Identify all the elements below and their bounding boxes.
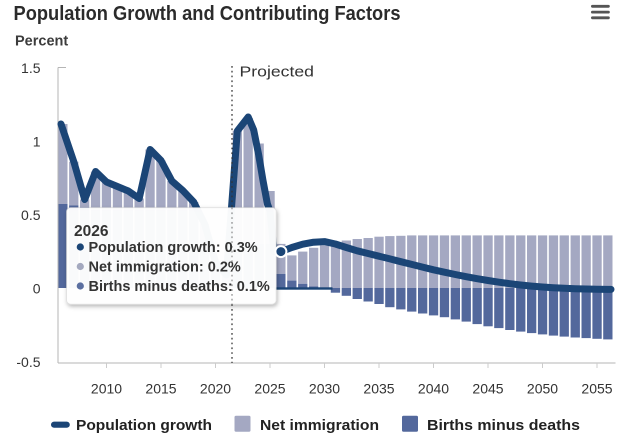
svg-text:2020: 2020: [200, 381, 231, 397]
svg-text:2050: 2050: [527, 381, 558, 397]
svg-text:2035: 2035: [363, 381, 394, 397]
svg-text:Net immigration: Net immigration: [260, 417, 379, 434]
svg-text:2015: 2015: [145, 381, 176, 397]
svg-text:Births minus deaths: Births minus deaths: [427, 417, 580, 434]
svg-text:Population Growth and Contribu: Population Growth and Contributing Facto…: [14, 2, 401, 25]
svg-text:1.5: 1.5: [21, 60, 41, 76]
svg-text:Births minus deaths: 0.1%: Births minus deaths: 0.1%: [89, 279, 270, 295]
svg-text:Population growth: Population growth: [76, 417, 212, 434]
svg-text:Population growth: 0.3%: Population growth: 0.3%: [89, 240, 258, 256]
svg-text:2055: 2055: [581, 381, 612, 397]
svg-text:0: 0: [33, 281, 41, 297]
svg-text:Net immigration: 0.2%: Net immigration: 0.2%: [89, 260, 241, 276]
svg-text:0.5: 0.5: [21, 207, 41, 223]
svg-text:2010: 2010: [91, 381, 122, 397]
svg-text:1: 1: [33, 134, 41, 150]
svg-text:-0.5: -0.5: [16, 354, 40, 370]
svg-text:2026: 2026: [74, 223, 109, 240]
svg-text:2045: 2045: [472, 381, 503, 397]
svg-text:2040: 2040: [418, 381, 449, 397]
svg-text:2030: 2030: [309, 381, 340, 397]
svg-text:Projected: Projected: [240, 64, 315, 81]
svg-text:Percent: Percent: [15, 34, 68, 50]
svg-text:2025: 2025: [254, 381, 285, 397]
